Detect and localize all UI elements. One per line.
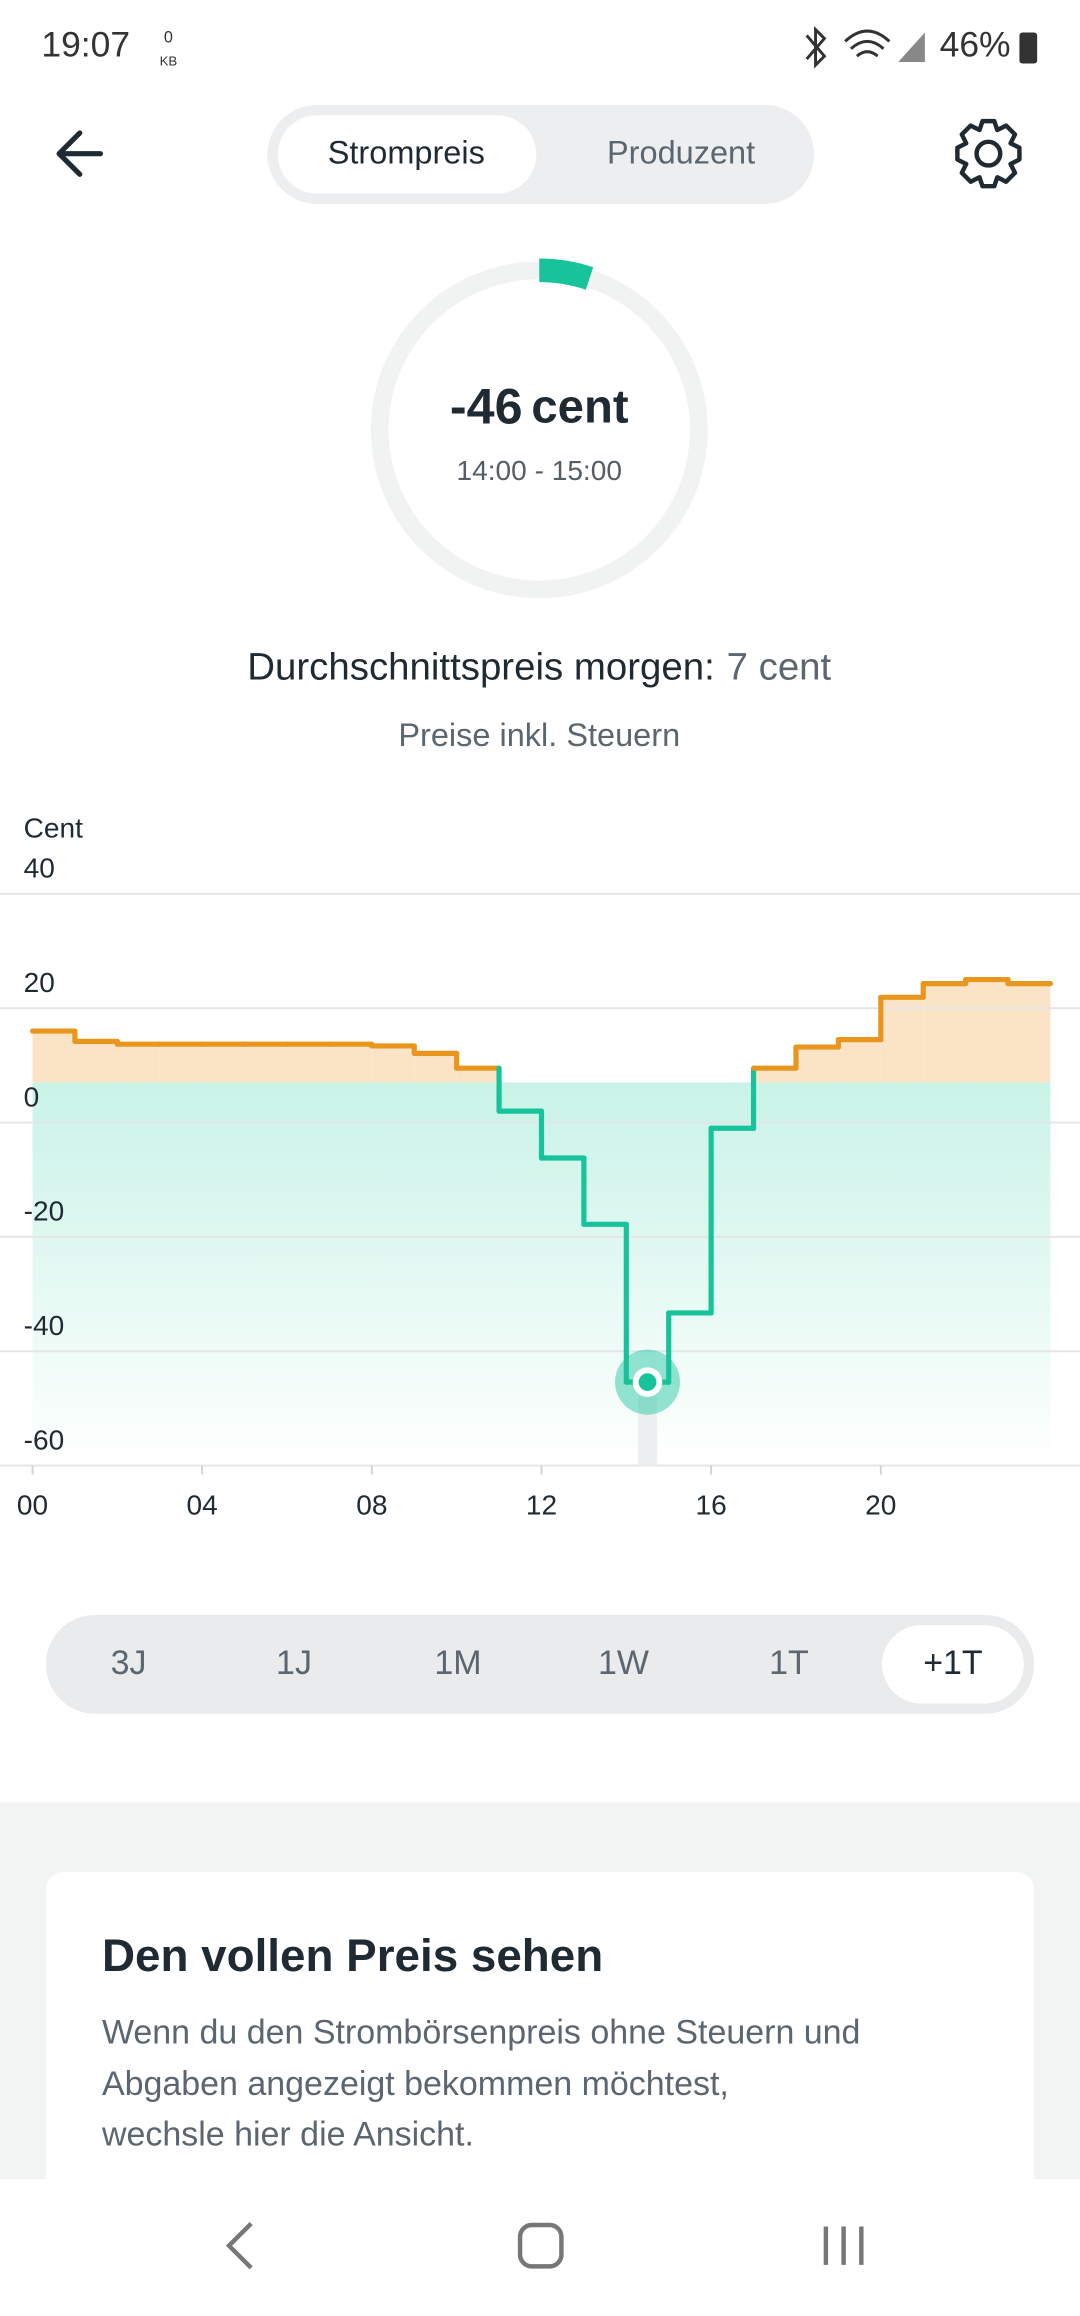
gauge-unit: cent [531,381,628,434]
active-range-bg [882,1625,1024,1704]
card-title: Den vollen Preis sehen [102,1930,603,1981]
nav-bar [0,2179,1080,2316]
signal-icon [898,32,925,63]
range-button[interactable]: 3J [111,1644,147,1682]
status-time: 19:07 [41,25,130,65]
average-price: Durchschnittspreis morgen: 7 cent [247,645,831,688]
y-axis-label: Cent [24,813,83,844]
card-body: wechsle hier die Ansicht. [101,2115,474,2153]
area-above [414,1053,457,1083]
area-above [795,1047,839,1083]
gear-center [974,139,1003,168]
average-value: 7 cent [727,645,832,688]
area-above [117,1044,160,1083]
gauge-arc [538,258,594,290]
y-tick-label: 0 [24,1081,40,1112]
back-button[interactable] [56,130,104,177]
status-data-unit: KB [160,54,178,69]
area-above [753,1068,796,1083]
range-switch [45,1614,1035,1714]
area-above [159,1044,203,1083]
card-body: Wenn du den Strombörsenpreis ohne Steuer… [102,2013,861,2051]
gauge-price: -46 [450,379,523,435]
range-button[interactable]: 1M [434,1644,481,1682]
wifi-icon [844,29,891,58]
x-tick-label: 00 [17,1489,48,1520]
gauge-track [370,261,708,599]
area-above [32,1031,75,1083]
settings-button[interactable] [955,118,1022,189]
y-tick-label: -60 [24,1424,65,1455]
gear [955,118,1022,189]
area-above [923,983,966,1083]
nav-recents[interactable] [823,2226,864,2265]
y-tick-label: 20 [24,967,55,998]
x-tick-label: 04 [187,1489,218,1520]
status-data: 0 [164,29,173,47]
gauge-time: 14:00 - 15:00 [457,455,622,486]
area-above [244,1044,287,1083]
x-tick-label: 08 [356,1489,387,1520]
area-above [286,1044,330,1083]
area-above [880,997,924,1083]
x-tick-label: 20 [865,1489,896,1520]
range-button[interactable]: +1T [923,1644,982,1682]
tax-note: Preise inkl. Steuern [398,717,680,753]
area-above [74,1041,118,1083]
price-chart: Cent 40 20 0 -20 -40 -60 00 04 08 12 16 20 [0,813,1080,1520]
range-button[interactable]: 1T [769,1644,809,1682]
area-above [371,1045,415,1083]
y-tick-label: 40 [24,853,55,884]
area-above [1008,983,1051,1083]
bluetooth-icon [805,25,827,69]
range-buttons: 3J 1J 1M 1W 1T +1T [111,1644,983,1682]
active-tab-bg [277,115,537,194]
area-above [329,1044,372,1083]
x-tick-label: 12 [526,1489,557,1520]
y-tick-label: -40 [24,1310,65,1341]
y-tick-label: -20 [24,1196,65,1227]
selected-bar [638,1382,657,1466]
card-body: Abgaben angezeigt bekommen möchtest, [102,2065,729,2103]
nav-home[interactable] [517,2222,564,2269]
area-above [202,1044,245,1083]
range-button[interactable]: 1J [276,1644,312,1682]
tab[interactable]: Strompreis [328,135,485,171]
area-above [838,1039,881,1083]
area-above [456,1068,500,1083]
selected-dot [638,1373,657,1391]
card [45,1871,1035,2227]
gauge-value: -46 cent [450,379,629,435]
tab[interactable]: Produzent [607,135,755,171]
average-label: Durchschnittspreis morgen: [247,645,714,688]
x-tick-label: 16 [696,1489,727,1520]
battery-icon [1019,32,1038,64]
range-button[interactable]: 1W [598,1644,649,1682]
area-above [965,979,1009,1083]
nav-back[interactable] [225,2221,253,2270]
status-battery: 46% [940,25,1011,65]
